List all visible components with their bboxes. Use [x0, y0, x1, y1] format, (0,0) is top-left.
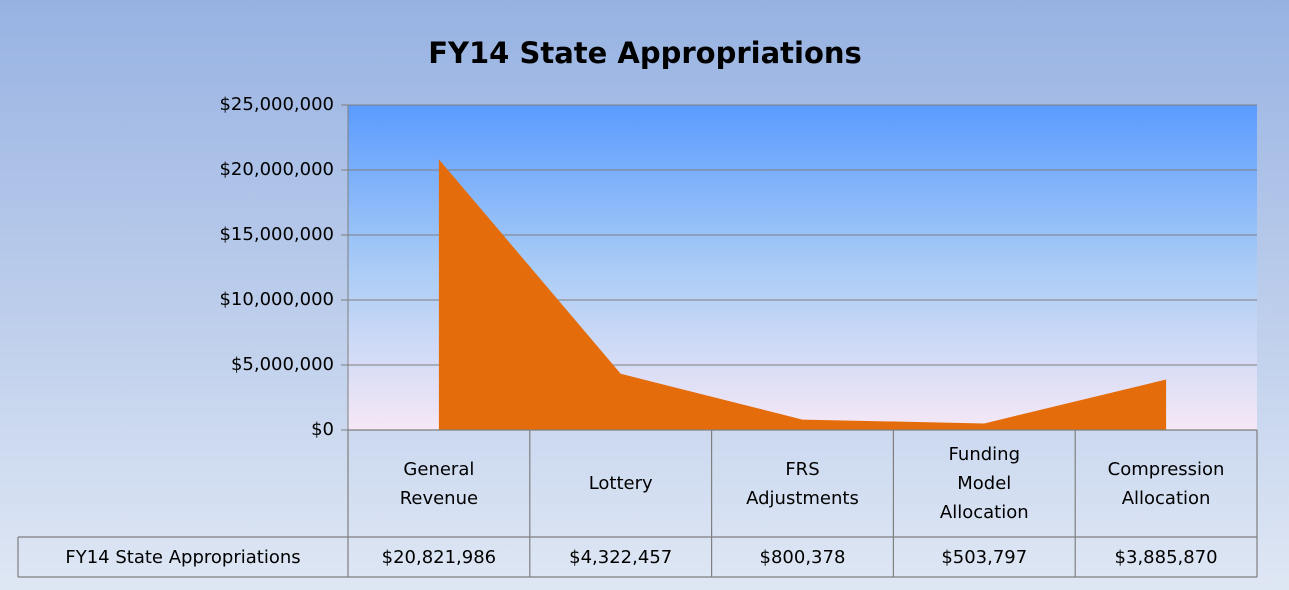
- y-tick-label: $10,000,000: [219, 289, 334, 310]
- x-tick-label-text: Funding Model Allocation: [939, 444, 1029, 523]
- x-tick-label: General Revenue: [348, 430, 530, 537]
- x-tick-label: Lottery: [530, 430, 712, 537]
- x-tick-label: Compression Allocation: [1075, 430, 1257, 537]
- y-tick-label: $15,000,000: [219, 224, 334, 245]
- y-tick-label: $20,000,000: [219, 159, 334, 180]
- data-label: $20,821,986: [348, 537, 530, 577]
- x-tick-label-text: FRS Adjustments: [746, 458, 859, 509]
- y-tick-label: $25,000,000: [219, 94, 334, 115]
- y-tick-label: $5,000,000: [231, 354, 334, 375]
- data-label-text: $20,821,986: [381, 546, 497, 568]
- data-label-text: $503,797: [941, 546, 1028, 568]
- data-label-text: $4,322,457: [569, 546, 673, 568]
- x-tick-label-text: General Revenue: [399, 458, 479, 509]
- area: [438, 159, 1167, 430]
- x-tick-label-text: Compression Allocation: [1107, 458, 1225, 509]
- legend-label-text: FY14 State Appropriations: [65, 546, 301, 568]
- data-label: $503,797: [893, 537, 1075, 577]
- legend-label: FY14 State Appropriations: [18, 537, 348, 577]
- x-tick-label: FRS Adjustments: [712, 430, 894, 537]
- y-tick-label: $0: [311, 419, 334, 440]
- x-tick-label: Funding Model Allocation: [893, 430, 1075, 537]
- chart-title: FY14 State Appropriations: [428, 36, 862, 70]
- data-label-text: $3,885,870: [1114, 546, 1218, 568]
- data-label: $4,322,457: [530, 537, 712, 577]
- data-label-text: $800,378: [759, 546, 846, 568]
- data-label: $3,885,870: [1075, 537, 1257, 577]
- x-tick-label-text: Lottery: [588, 473, 653, 494]
- data-label: $800,378: [712, 537, 894, 577]
